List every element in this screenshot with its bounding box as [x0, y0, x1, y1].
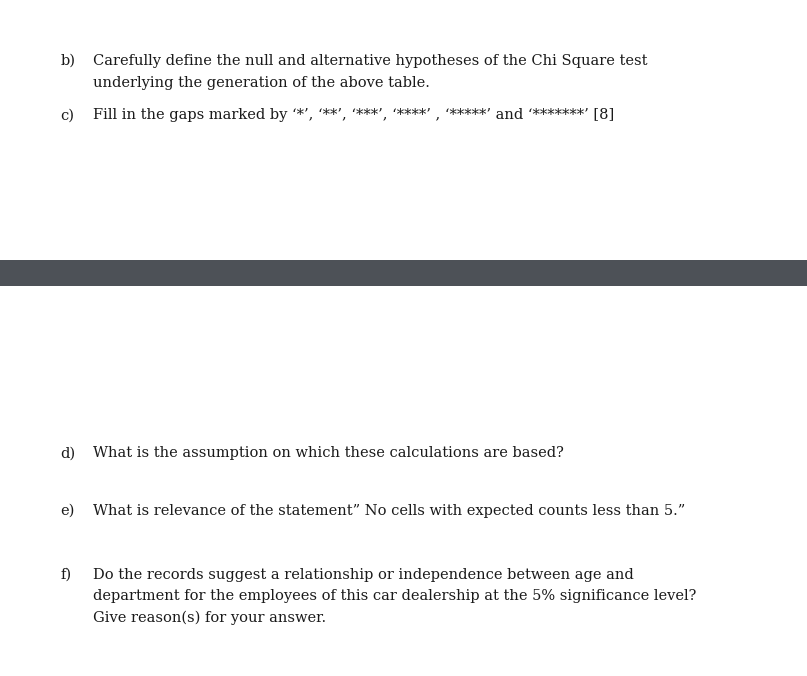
- Text: underlying the generation of the above table.: underlying the generation of the above t…: [93, 76, 429, 90]
- Text: Carefully define the null and alternative hypotheses of the Chi Square test: Carefully define the null and alternativ…: [93, 54, 647, 68]
- Text: d): d): [61, 446, 76, 460]
- Text: f): f): [61, 568, 72, 582]
- Text: e): e): [61, 504, 75, 518]
- Text: What is relevance of the statement” No cells with expected counts less than 5.”: What is relevance of the statement” No c…: [93, 504, 685, 518]
- Text: What is the assumption on which these calculations are based?: What is the assumption on which these ca…: [93, 446, 563, 460]
- Text: Fill in the gaps marked by ‘*’, ‘**’, ‘***’, ‘****’ , ‘*****’ and ‘*******’ [8]: Fill in the gaps marked by ‘*’, ‘**’, ‘*…: [93, 108, 614, 122]
- Text: c): c): [61, 108, 74, 122]
- Text: department for the employees of this car dealership at the 5% significance level: department for the employees of this car…: [93, 589, 696, 604]
- FancyBboxPatch shape: [0, 260, 807, 286]
- Text: b): b): [61, 54, 76, 68]
- Text: Do the records suggest a relationship or independence between age and: Do the records suggest a relationship or…: [93, 568, 633, 582]
- Text: Give reason(s) for your answer.: Give reason(s) for your answer.: [93, 611, 326, 625]
